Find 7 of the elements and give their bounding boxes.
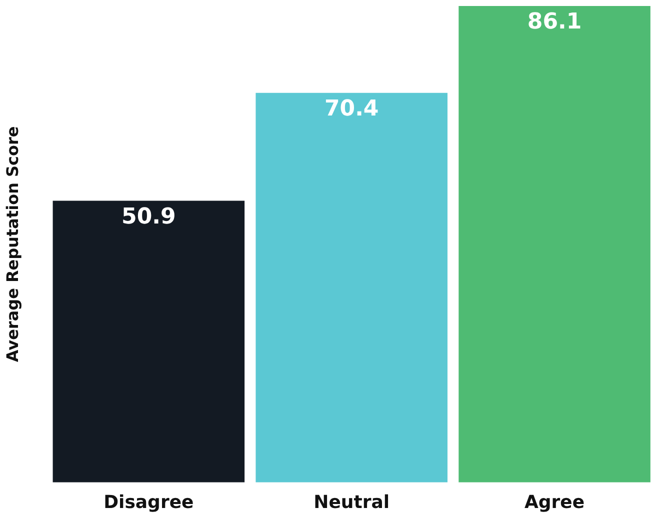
x-tick-label: Agree	[524, 492, 585, 513]
data-label: 86.1	[527, 10, 582, 35]
y-axis-title: Average Reputation Score	[2, 126, 22, 362]
data-label: 70.4	[324, 96, 379, 122]
data-label: 50.9	[122, 204, 176, 230]
x-tick-label: Disagree	[104, 492, 194, 513]
x-tick-label: Neutral	[314, 492, 390, 513]
